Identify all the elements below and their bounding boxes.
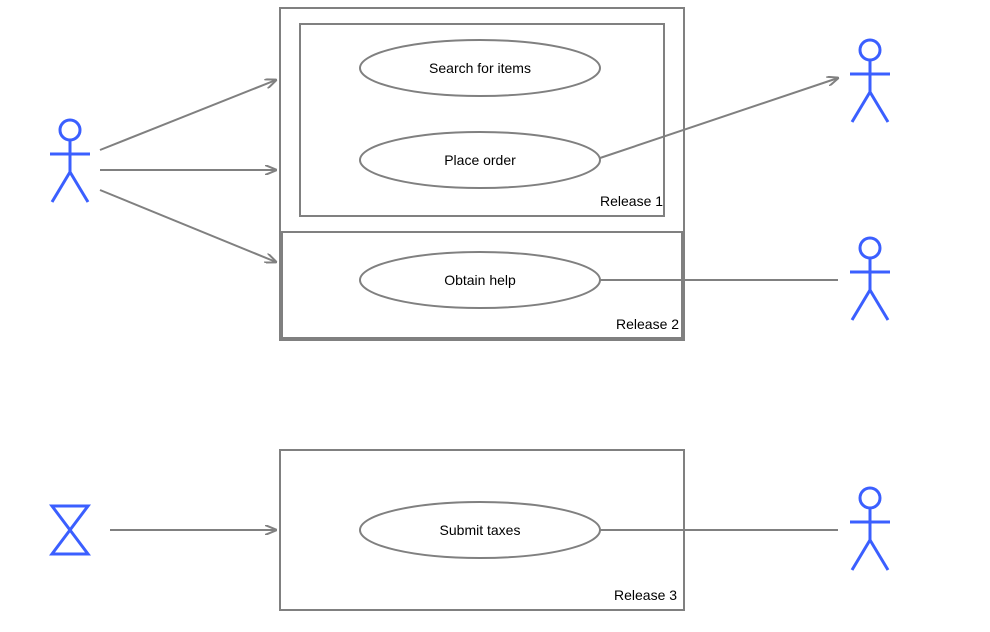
actor-right_3 — [850, 488, 890, 570]
actor-right_1 — [850, 40, 890, 122]
actor-left_top — [50, 120, 90, 202]
usecase-label-search: Search for items — [429, 60, 531, 76]
connector-2 — [100, 190, 276, 262]
usecase-label-help: Obtain help — [444, 272, 516, 288]
box-label-release1: Release 1 — [600, 193, 663, 209]
box-label-release2: Release 2 — [616, 316, 679, 332]
usecase-label-taxes: Submit taxes — [440, 522, 521, 538]
actor-right_2 — [850, 238, 890, 320]
usecase-label-order: Place order — [444, 152, 516, 168]
hourglass-icon — [52, 506, 88, 554]
connector-0 — [100, 80, 276, 150]
box-label-release3: Release 3 — [614, 587, 677, 603]
